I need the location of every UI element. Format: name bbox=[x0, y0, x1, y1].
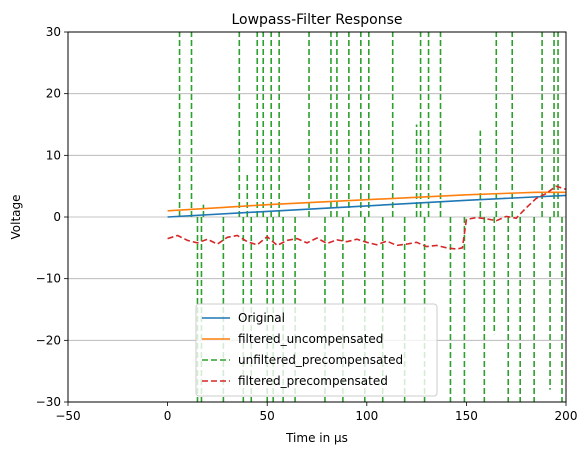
x-tick-label: 50 bbox=[260, 409, 275, 423]
x-axis: −50 0 50 100 150 200 bbox=[55, 402, 577, 423]
y-tick-label: 0 bbox=[53, 210, 61, 224]
legend-label: filtered_uncompensated bbox=[238, 332, 383, 346]
x-tick-label: 100 bbox=[355, 409, 378, 423]
series-filtered-uncompensated-line bbox=[167, 191, 566, 212]
grid bbox=[68, 93, 566, 341]
y-tick-label: −10 bbox=[36, 272, 61, 286]
y-axis-label: Voltage bbox=[9, 194, 23, 239]
legend: Original filtered_uncompensated unfiltered… bbox=[195, 303, 438, 397]
y-tick-label: −30 bbox=[36, 395, 61, 409]
series-filtered-precompensated-line bbox=[167, 185, 566, 250]
x-tick-label: 0 bbox=[164, 409, 172, 423]
y-tick-label: 10 bbox=[46, 148, 61, 162]
chart-title: Lowpass-Filter Response bbox=[231, 12, 402, 28]
y-tick-label: 30 bbox=[46, 25, 61, 39]
legend-label: Original bbox=[238, 311, 285, 325]
legend-label: unfiltered_precompensated bbox=[238, 353, 403, 367]
x-tick-label: −50 bbox=[55, 409, 80, 423]
x-tick-label: 200 bbox=[555, 409, 578, 423]
x-tick-label: 150 bbox=[455, 409, 478, 423]
y-tick-label: −20 bbox=[36, 333, 61, 347]
y-tick-label: 20 bbox=[46, 87, 61, 101]
legend-box bbox=[195, 303, 438, 397]
legend-label: filtered_precompensated bbox=[238, 374, 388, 388]
x-axis-label: Time in µs bbox=[285, 431, 348, 445]
series-original-line bbox=[167, 194, 566, 218]
y-axis: −30 −20 −10 0 10 20 30 bbox=[36, 25, 68, 409]
